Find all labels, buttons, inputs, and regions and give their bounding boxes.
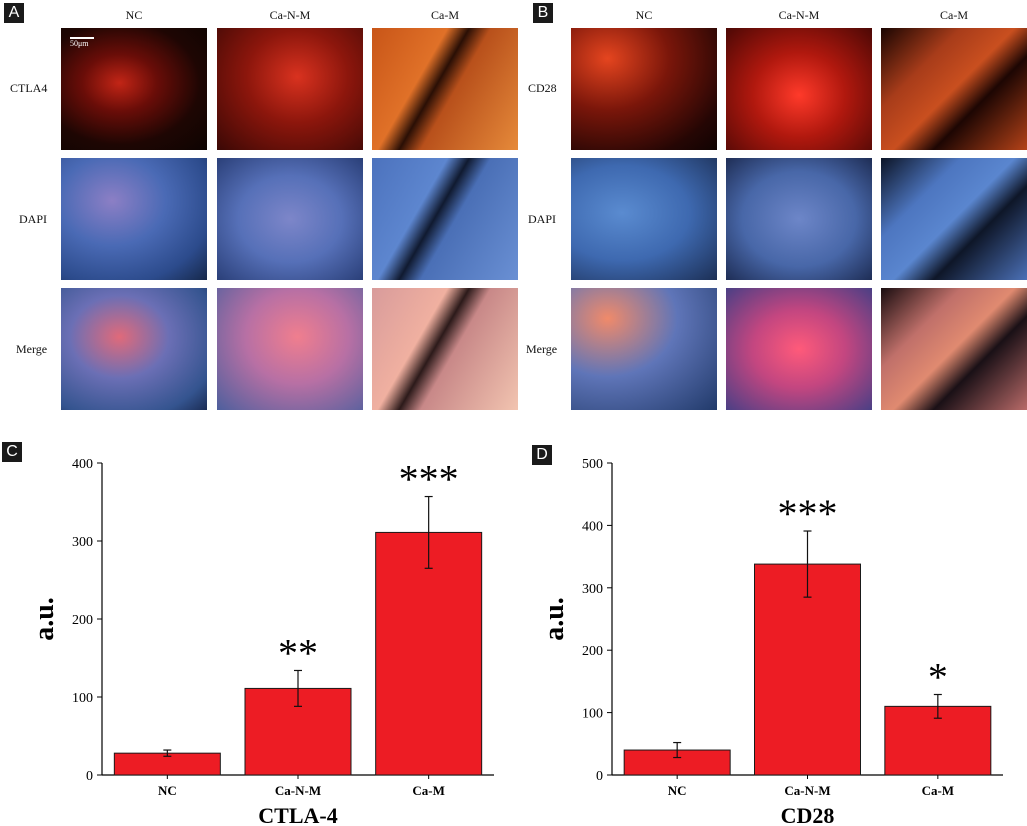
row-label-ctla4: CTLA4 (10, 81, 48, 95)
bar-ca-n-m (754, 563, 861, 776)
row-label-merge: Merge (526, 342, 558, 356)
scale-bar (70, 37, 94, 39)
row-label-cd28: CD28 (528, 81, 557, 95)
y-axis-label: a.u. (539, 597, 570, 641)
x-tick-label: Ca-N-M (275, 783, 321, 798)
x-tick-label: Ca-N-M (784, 783, 830, 798)
micrograph-merge-ca-n-m (217, 288, 363, 410)
y-tick-label: 300 (72, 535, 93, 550)
y-tick-label: 100 (582, 707, 603, 722)
column-label-nc: NC (635, 8, 653, 22)
micrograph-merge-ca-m (372, 288, 518, 410)
y-tick-label: 300 (582, 582, 603, 597)
micrograph-dapi-ca-n-m (726, 158, 872, 280)
micrograph-merge-nc (61, 288, 207, 410)
micrograph-merge-ca-m (881, 288, 1027, 410)
bar-ca-m (375, 531, 483, 776)
micrograph-merge-nc (571, 288, 717, 410)
micrograph-ctla4-ca-n-m (217, 28, 363, 150)
x-tick-label: Ca-M (922, 783, 955, 798)
significance-marker: * (928, 655, 948, 700)
significance-marker: *** (399, 457, 459, 502)
micrograph-cd28-ca-m (881, 28, 1027, 150)
x-axis-label: CD28 (781, 803, 835, 826)
panel-label-a: A (4, 3, 24, 23)
column-label-ca-n-m: Ca-N-M (269, 8, 311, 22)
column-label-nc: NC (125, 8, 143, 22)
column-label-ca-m: Ca-M (940, 8, 968, 22)
significance-marker: *** (778, 491, 838, 536)
row-label-dapi: DAPI (19, 212, 48, 226)
column-label-ca-n-m: Ca-N-M (778, 8, 820, 22)
x-tick-label: Ca-M (412, 783, 445, 798)
panel-label-b: B (533, 3, 553, 23)
micrograph-merge-ca-n-m (726, 288, 872, 410)
micrograph-dapi-nc (571, 158, 717, 280)
y-tick-label: 500 (582, 457, 603, 472)
micrograph-dapi-ca-m (881, 158, 1027, 280)
y-axis-label: a.u. (29, 597, 60, 641)
micrograph-cd28-ca-n-m (726, 28, 872, 150)
significance-marker: ** (278, 630, 318, 675)
micrograph-dapi-ca-m (372, 158, 518, 280)
y-tick-label: 0 (86, 769, 93, 784)
micrograph-cd28-nc (571, 28, 717, 150)
column-label-ca-m: Ca-M (431, 8, 459, 22)
row-label-merge: Merge (16, 342, 48, 356)
micrograph-dapi-ca-n-m (217, 158, 363, 280)
y-tick-label: 400 (582, 519, 603, 534)
panel-label-d: D (532, 445, 552, 465)
micrograph-dapi-nc (61, 158, 207, 280)
y-tick-label: 400 (72, 457, 93, 472)
x-axis-label: CTLA-4 (258, 803, 337, 826)
y-tick-label: 200 (582, 644, 603, 659)
micrograph-ctla4-nc (61, 28, 207, 150)
panel-label-c: C (2, 442, 22, 462)
x-tick-label: NC (668, 783, 687, 798)
x-tick-label: NC (158, 783, 177, 798)
scale-bar-label: 50μm (70, 39, 89, 48)
bar-chart-ctla4: 0 100 200 300 400 NC Ca-N-M ** Ca-M *** CTLA-4 a.u. (29, 457, 494, 826)
row-label-dapi: DAPI (528, 212, 557, 226)
y-tick-label: 0 (596, 769, 603, 784)
micrograph-ctla4-ca-m (372, 28, 518, 150)
y-tick-label: 200 (72, 613, 93, 628)
y-tick-label: 100 (72, 691, 93, 706)
bar-chart-cd28: 0 100 200 300 400 500 NC Ca-N-M *** Ca-M * CD28 a.u. (539, 457, 1003, 826)
